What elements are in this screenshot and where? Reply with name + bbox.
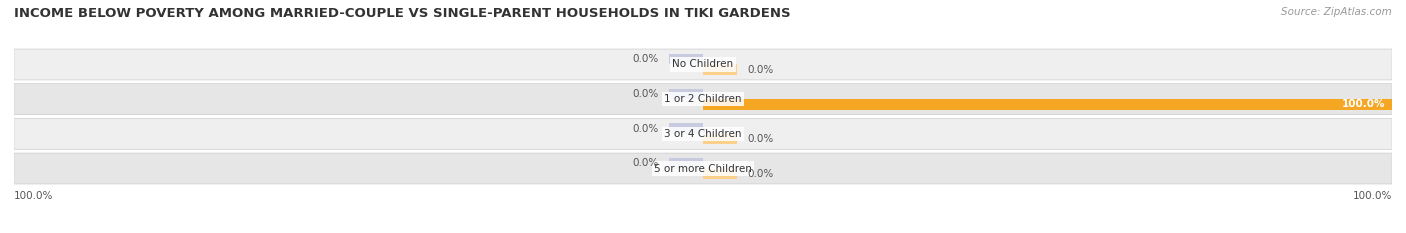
Text: Source: ZipAtlas.com: Source: ZipAtlas.com [1281, 7, 1392, 17]
Text: No Children: No Children [672, 59, 734, 69]
Text: 100.0%: 100.0% [1341, 99, 1385, 109]
FancyBboxPatch shape [14, 49, 1392, 80]
Text: 3 or 4 Children: 3 or 4 Children [664, 129, 742, 139]
Text: 0.0%: 0.0% [631, 54, 658, 64]
Bar [703, 134, 738, 144]
FancyBboxPatch shape [14, 118, 1392, 149]
Text: 0.0%: 0.0% [631, 124, 658, 134]
Bar [703, 168, 738, 179]
Text: 100.0%: 100.0% [1353, 191, 1392, 201]
Text: 0.0%: 0.0% [748, 169, 775, 179]
FancyBboxPatch shape [14, 84, 1392, 115]
Text: 100.0%: 100.0% [14, 191, 53, 201]
Text: 1 or 2 Children: 1 or 2 Children [664, 94, 742, 104]
Bar [669, 123, 703, 134]
Text: INCOME BELOW POVERTY AMONG MARRIED-COUPLE VS SINGLE-PARENT HOUSEHOLDS IN TIKI GA: INCOME BELOW POVERTY AMONG MARRIED-COUPL… [14, 7, 790, 20]
Bar [669, 89, 703, 99]
Bar [669, 158, 703, 168]
Text: 5 or more Children: 5 or more Children [654, 164, 752, 174]
Bar [669, 54, 703, 65]
Text: 0.0%: 0.0% [631, 89, 658, 99]
Text: 0.0%: 0.0% [631, 158, 658, 168]
FancyBboxPatch shape [14, 153, 1392, 184]
Text: 0.0%: 0.0% [748, 134, 775, 144]
Text: 0.0%: 0.0% [748, 65, 775, 75]
Bar [703, 65, 738, 75]
Bar [703, 99, 1392, 110]
